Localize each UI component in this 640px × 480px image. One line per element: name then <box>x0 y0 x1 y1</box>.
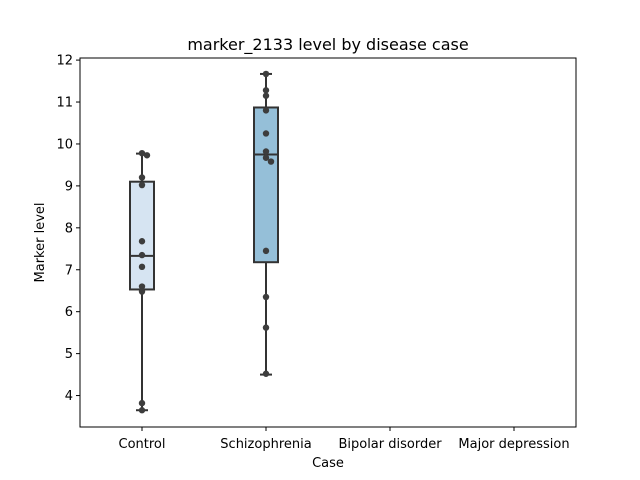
y-tick-label: 6 <box>65 305 73 320</box>
x-tick-label: Schizophrenia <box>220 437 311 452</box>
data-point <box>138 149 146 157</box>
y-axis-title: Marker level <box>33 203 48 283</box>
data-point <box>138 251 146 259</box>
y-axis: 4 5 6 7 8 9 10 11 12 <box>56 54 80 404</box>
data-point <box>262 92 270 99</box>
x-axis: Control Schizophrenia Bipolar disorder Majo… <box>119 427 570 452</box>
box-series <box>129 70 279 414</box>
x-tick-label: Control <box>119 437 166 452</box>
data-point <box>262 70 270 78</box>
data-point <box>138 399 146 407</box>
y-tick-label: 4 <box>65 389 73 404</box>
chart-title: marker_2133 level by disease case <box>187 35 468 55</box>
data-point <box>138 288 146 295</box>
box-iqr <box>253 106 279 264</box>
data-point <box>262 247 270 255</box>
plot-area <box>79 57 577 428</box>
x-axis-title: Case <box>312 456 344 471</box>
data-point <box>138 181 146 189</box>
data-point <box>138 238 146 245</box>
data-point <box>262 154 270 161</box>
x-tick-label: Bipolar disorder <box>338 437 442 452</box>
data-point <box>138 283 146 290</box>
box-group <box>253 70 279 377</box>
data-point <box>138 263 146 271</box>
data-point <box>267 158 275 165</box>
y-tick-label: 11 <box>56 96 73 111</box>
data-point <box>262 87 270 94</box>
data-point <box>262 324 270 331</box>
box-iqr <box>129 180 155 291</box>
data-point <box>262 130 270 137</box>
data-point <box>262 370 270 377</box>
data-point <box>138 407 146 414</box>
data-point <box>262 293 270 301</box>
x-tick-label: Major depression <box>458 437 569 452</box>
y-tick-label: 9 <box>65 179 73 194</box>
y-tick-label: 10 <box>56 137 73 152</box>
y-tick-label: 8 <box>65 221 73 236</box>
data-point <box>262 107 270 114</box>
y-tick-label: 12 <box>56 54 73 69</box>
box-group <box>129 149 155 414</box>
y-tick-label: 5 <box>65 347 73 362</box>
data-point <box>138 174 146 181</box>
data-point <box>262 148 270 155</box>
y-tick-label: 7 <box>65 263 73 278</box>
data-point <box>143 152 151 159</box>
